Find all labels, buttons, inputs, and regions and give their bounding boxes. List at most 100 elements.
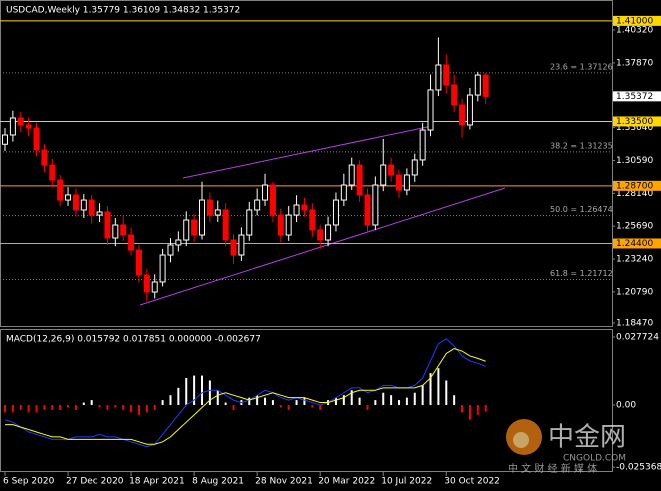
macd-histogram-bar	[153, 405, 156, 410]
macd-histogram-bar	[390, 395, 393, 406]
y-tick-label: 1.33040	[616, 123, 653, 133]
macd-histogram-bar	[59, 405, 62, 410]
candle-body	[199, 199, 205, 236]
candle-body	[9, 117, 16, 136]
y-tick-label: 1.37870	[616, 58, 653, 68]
candle-body	[120, 224, 127, 236]
macd-histogram-bar	[114, 405, 117, 408]
candle-body	[72, 194, 79, 211]
candle-body	[293, 204, 300, 216]
macd-histogram-bar	[35, 405, 38, 413]
candle-body	[88, 199, 95, 216]
candle-body	[459, 104, 466, 126]
candle-body	[175, 239, 182, 246]
candle-body	[372, 184, 379, 226]
macd-histogram-bar	[484, 405, 487, 412]
level-label-box	[613, 238, 661, 249]
macd-histogram-bar	[19, 405, 22, 410]
level-label-box	[613, 180, 661, 191]
macd-histogram-bar	[216, 390, 219, 406]
chart-title: USDCAD,Weekly 1.35779 1.36109 1.34832 1.…	[6, 6, 240, 16]
candle-body	[332, 199, 339, 226]
candle-body	[474, 74, 481, 96]
logo-inner	[513, 432, 529, 448]
macd-y-tick-label: 0.027724	[616, 333, 659, 343]
macd-histogram-bar	[374, 400, 377, 406]
macd-histogram-bar	[350, 390, 353, 406]
candle-body	[285, 214, 292, 236]
candle-body	[403, 174, 410, 191]
macd-histogram-bar	[161, 400, 164, 406]
y-tick-label: 1.20790	[616, 287, 653, 297]
candle-body	[112, 224, 119, 239]
candle-body	[325, 224, 332, 241]
fib-label: 38.2 = 1.31235	[550, 141, 613, 150]
macd-histogram-bar	[287, 405, 290, 410]
level-label: 1.33500	[616, 117, 653, 127]
macd-histogram-bar	[342, 395, 345, 406]
macd-histogram-bar	[264, 397, 267, 406]
level-label-box	[613, 116, 661, 127]
macd-histogram-bar	[256, 395, 259, 406]
macd-histogram-bar	[311, 405, 314, 408]
y-tick-label: 1.18470	[616, 319, 653, 329]
fib-label: 23.6 = 1.37126	[550, 62, 613, 71]
candle-body	[317, 229, 324, 241]
x-tick-label: 20 Mar 2022	[318, 477, 375, 487]
macd-histogram-bar	[11, 405, 14, 413]
macd-histogram-bar	[461, 405, 464, 413]
candle-body	[388, 164, 395, 176]
candle-body	[356, 164, 363, 196]
macd-histogram-bar	[137, 405, 140, 415]
macd-histogram-bar	[224, 402, 227, 406]
fib-label: 61.8 = 1.21712	[550, 269, 613, 278]
candle-body	[443, 64, 450, 86]
macd-histogram-bar	[468, 405, 471, 420]
last-price-label: 1.35372	[616, 92, 653, 102]
candle-body	[159, 254, 166, 283]
macd-histogram-bar	[366, 405, 369, 410]
macd-histogram-bar	[279, 405, 282, 408]
candle-body	[143, 274, 150, 293]
macd-histogram-bar	[201, 375, 203, 406]
x-tick-label: 28 Nov 2021	[255, 477, 313, 487]
candle-body	[128, 234, 135, 251]
macd-histogram-bar	[43, 405, 46, 410]
candle-body	[183, 219, 190, 241]
macd-main-line	[4, 338, 486, 448]
candle-body	[262, 184, 269, 201]
macd-histogram-bar	[51, 405, 54, 410]
candle-body	[33, 127, 40, 151]
macd-histogram-bar	[405, 397, 408, 406]
macd-signal-line	[5, 348, 486, 445]
candle-body	[151, 281, 158, 293]
macd-histogram-bar	[295, 400, 298, 406]
x-tick-label: 6 Sep 2020	[3, 477, 55, 487]
candle-body	[277, 214, 284, 236]
macd-histogram-bar	[476, 405, 479, 415]
main-panel-frame	[0, 0, 613, 327]
macd-histogram-bar	[208, 380, 211, 406]
level-label: 1.24400	[616, 239, 653, 249]
macd-histogram-bar	[98, 405, 101, 408]
watermark: 中金网 CNGOLD.COM 中 文 财 经 新 媒 体	[506, 419, 626, 475]
candle-body	[222, 209, 229, 241]
candle-body	[214, 209, 221, 216]
macd-histogram-bar	[413, 392, 416, 406]
y-tick-label: 1.28140	[616, 189, 653, 199]
candle-body	[348, 164, 355, 186]
macd-histogram-bar	[319, 405, 322, 410]
macd-histogram-bar	[398, 400, 400, 406]
x-tick-label: 30 Oct 2022	[444, 477, 500, 487]
candle-body	[254, 199, 261, 211]
candle-body	[269, 184, 276, 216]
macd-histogram-bar	[445, 380, 448, 406]
candle-body	[309, 209, 316, 231]
macd-histogram-bar	[271, 400, 274, 406]
macd-histogram-bar	[437, 368, 440, 406]
candle-body	[206, 199, 213, 216]
macd-title: MACD(12,26,9) 0.015792 0.017851 0.000000…	[6, 335, 261, 345]
last-price-box	[613, 91, 661, 102]
macd-panel-frame	[0, 329, 613, 472]
